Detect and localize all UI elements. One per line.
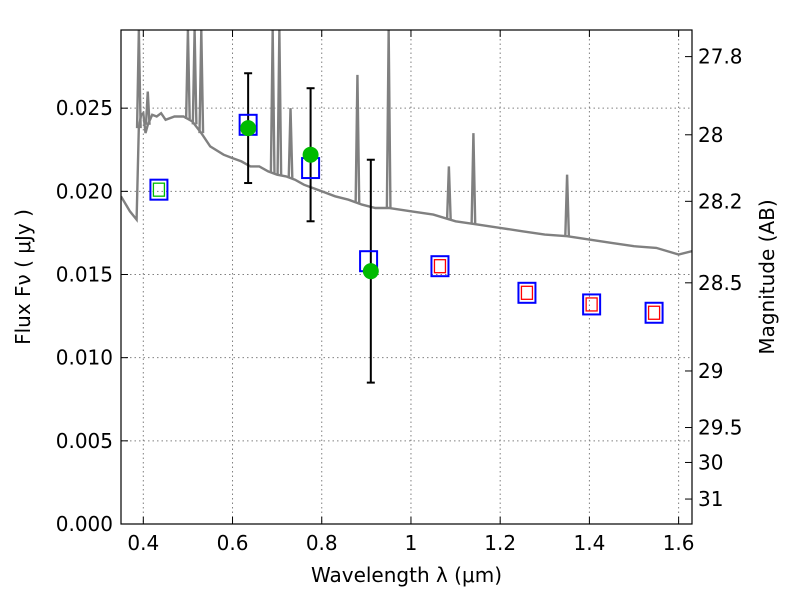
spectrum-emission-line xyxy=(287,108,294,179)
plot-frame xyxy=(120,29,693,525)
y-tick-label: 0.015 xyxy=(56,263,113,287)
x-tick-label: 1.6 xyxy=(663,531,695,555)
spectrum-emission-line xyxy=(184,30,191,120)
y2-tick-label: 28.5 xyxy=(698,271,743,295)
x-tick-label: 0.4 xyxy=(127,531,159,555)
spectrum-emission-line xyxy=(198,30,205,134)
spectrum-emission-line xyxy=(276,30,283,176)
spectrum-emission-line xyxy=(470,133,477,224)
spectrum-continuum xyxy=(121,111,692,256)
inner-square-marker xyxy=(585,297,598,312)
y2-tick-label: 28 xyxy=(698,123,723,147)
axis-ticks: 0.4 0.6 0.8 1 1.2 1.4 1.6 0.000 0.005 0.010 0.015 0… xyxy=(56,30,743,555)
observed-point xyxy=(302,146,319,163)
spectrum-group xyxy=(121,30,692,256)
spectrum-emission-line xyxy=(564,174,571,237)
y-tick-label: 0.000 xyxy=(56,512,113,536)
y-axis-label: Flux Fν ( μJy ) xyxy=(11,209,35,345)
y2-tick-label: 31 xyxy=(698,487,723,511)
observed-point xyxy=(362,263,379,280)
x-tick-label: 0.6 xyxy=(217,531,249,555)
spectrum-emission-line xyxy=(354,74,361,203)
spectrum-emission-line xyxy=(135,30,142,129)
spectrum-emission-line xyxy=(445,166,452,220)
y2-tick-label: 30 xyxy=(698,450,723,474)
model-square-marker xyxy=(430,255,450,278)
x-axis-label: Wavelength λ (μm) xyxy=(311,563,502,587)
spectrum-emission-line xyxy=(385,30,392,208)
y2-tick-label: 28.2 xyxy=(698,189,743,213)
x-tick-label: 1.4 xyxy=(573,531,605,555)
model-square-marker xyxy=(582,293,602,316)
model-square-marker xyxy=(149,178,169,201)
model-square-marker xyxy=(644,301,664,324)
x-tick-label: 1 xyxy=(405,531,418,555)
y-tick-label: 0.010 xyxy=(56,346,113,370)
inner-square-marker xyxy=(647,305,661,320)
model-spectrum xyxy=(121,30,692,256)
inner-square-marker xyxy=(433,259,447,274)
y2-tick-label: 29 xyxy=(698,359,723,383)
model-square-marker xyxy=(517,281,537,304)
y-tick-label: 0.025 xyxy=(56,96,113,120)
observed-point xyxy=(240,120,257,137)
y2-axis-label: Magnitude (AB) xyxy=(755,199,779,354)
spectrum-emission-line xyxy=(144,91,151,125)
x-tick-label: 1.2 xyxy=(484,531,516,555)
inner-square-marker xyxy=(520,285,534,300)
spectrum-emission-line xyxy=(191,30,198,125)
x-tick-label: 0.8 xyxy=(306,531,338,555)
inner-square-marker xyxy=(152,182,166,197)
y2-tick-label: 27.8 xyxy=(698,45,743,69)
y-tick-label: 0.005 xyxy=(56,429,113,453)
spectrum-emission-line xyxy=(269,30,276,174)
y-tick-label: 0.020 xyxy=(56,179,113,203)
grid xyxy=(121,30,692,525)
photometry-markers xyxy=(149,72,664,384)
y2-tick-label: 29.5 xyxy=(698,416,743,440)
